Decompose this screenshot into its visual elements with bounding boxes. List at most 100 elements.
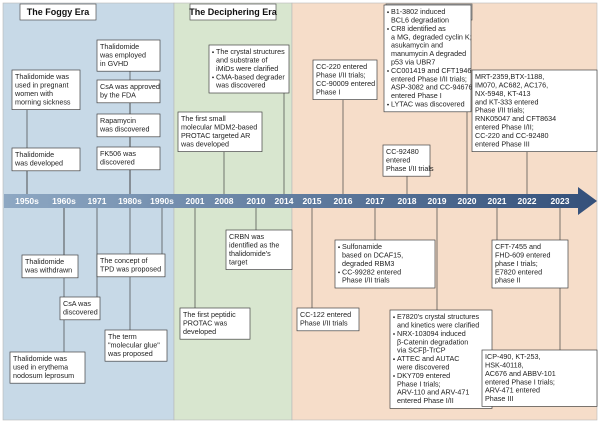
event-text: Phase III: [485, 394, 513, 403]
event-text: ATTEC and AUTAC: [397, 354, 459, 363]
event-text: RNK05047 and CFT8634: [475, 114, 556, 123]
event-text: MRT-2359,BTX-1188,: [475, 72, 544, 81]
event-text: The term: [108, 332, 137, 341]
era-title: The Foggy Era: [27, 7, 91, 17]
bullet: [338, 271, 340, 274]
event-text: The first peptidic: [183, 310, 236, 319]
timeline-label: 2001: [186, 196, 205, 206]
event-text: E7820's crystal structures: [397, 312, 479, 321]
event-text: entered Phase III: [475, 139, 530, 148]
event-box: [96, 113, 161, 138]
era-title: The Deciphering Era: [189, 7, 278, 17]
event-text: was withdrawn: [24, 266, 72, 275]
event-text: phase II: [495, 276, 521, 285]
event-text: PROTAC targeted AR: [181, 131, 250, 140]
event-box: [312, 59, 378, 100]
event-text: Thalidomide: [15, 150, 54, 159]
bullet: [387, 28, 389, 30]
event-text: LYTAC was discovered: [391, 100, 465, 109]
event-box: [59, 296, 101, 321]
event-text: developed: [183, 327, 216, 336]
era-title-box: [19, 3, 97, 21]
event-box: [11, 147, 81, 172]
event-text: via SCFβ-TrCP: [397, 346, 446, 355]
event-text: in GVHD: [100, 59, 128, 68]
event-text: morning sickness: [15, 97, 71, 106]
event-box: [96, 253, 166, 278]
event-text: NX-5948, KT-413: [475, 89, 531, 98]
event-text: BCL6 degradation: [391, 16, 449, 25]
event-text: entered Phase I: [391, 91, 442, 100]
event-text: women with: [14, 89, 53, 98]
event-text: CsA was approved: [100, 82, 160, 91]
event-text: B1-3802 induced: [391, 7, 445, 16]
event-box: [96, 79, 161, 104]
era-title-box: [189, 3, 277, 21]
timeline-label: 2019: [428, 196, 447, 206]
event-text: phase I trials;: [495, 259, 538, 268]
timeline-label: 1971: [88, 196, 107, 206]
timeline-label: 2023: [551, 196, 570, 206]
event-box: [177, 111, 263, 152]
event-text: target: [229, 257, 247, 266]
event-box: [296, 307, 360, 332]
event-text: Thalidomide: [25, 257, 64, 266]
event-text: AC676 and ABBV-101: [485, 369, 556, 378]
event-box: [481, 349, 598, 407]
event-box: [104, 329, 168, 362]
timeline-label: 2014: [275, 196, 294, 206]
bullet: [393, 375, 395, 377]
event-text: PROTAC was: [183, 319, 228, 328]
event-text: Thalidomide was: [15, 72, 69, 81]
bullet: [393, 358, 395, 361]
event-text: entered Phase I/II trials;: [391, 74, 467, 83]
event-text: CRBN was: [229, 232, 265, 241]
event-text: CFT-7455 and: [495, 242, 541, 251]
event-text: TPD was proposed: [100, 265, 161, 274]
event-text: Phase I/II trials: [386, 164, 434, 173]
event-box: [11, 69, 81, 110]
event-text: entered Phase I/II;: [475, 123, 534, 132]
event-text: based on DCAF15,: [342, 251, 403, 260]
event-text: identified as the: [229, 241, 279, 250]
timeline-label: 2015: [303, 196, 322, 206]
timeline-label: 2022: [518, 196, 537, 206]
timeline-label: 1960s: [52, 196, 76, 206]
event-text: discovered: [100, 158, 135, 167]
event-box: [96, 146, 161, 171]
timeline-label: 2018: [398, 196, 417, 206]
bullet: [387, 103, 389, 106]
event-text: CsA was: [63, 299, 91, 308]
event-text: entered Phase I/II: [397, 396, 454, 405]
bullet: [338, 246, 340, 249]
bullet: [212, 51, 214, 54]
event-text: degraded RBM3: [342, 259, 394, 268]
event-text: FK506 was: [100, 149, 136, 158]
event-text: The concept of: [100, 256, 148, 265]
event-text: used in erythema: [13, 363, 68, 372]
event-text: ARV-110 and ARV-471: [397, 388, 469, 397]
event-box: [383, 4, 472, 113]
timeline-label: 1950s: [15, 196, 39, 206]
timeline-label: 2010: [247, 196, 266, 206]
event-text: and kinetics were clarified: [397, 321, 479, 330]
timeline-arrow: [4, 187, 597, 215]
timeline-label: 2020: [458, 196, 477, 206]
event-box: [382, 144, 431, 177]
event-box: [9, 351, 86, 384]
event-text: Sulfonamide: [342, 242, 382, 251]
event-text: CR8 identified as: [391, 24, 446, 33]
event-text: The crystal structures: [216, 47, 285, 56]
event-text: was employed: [99, 51, 146, 60]
event-text: and substrate of: [216, 56, 268, 65]
event-text: Phase I/II trials: [342, 276, 390, 285]
event-text: Phase I: [316, 87, 340, 96]
event-text: Phase I/II trials: [300, 319, 348, 328]
event-text: Phase I trials;: [397, 379, 441, 388]
event-text: CC-90009 entered: [316, 79, 375, 88]
event-text: was developed: [180, 139, 229, 148]
bullet: [393, 316, 395, 319]
event-text: a MG, degraded cyclin K;: [391, 32, 472, 41]
event-text: Phase I/II trials;: [475, 106, 525, 115]
